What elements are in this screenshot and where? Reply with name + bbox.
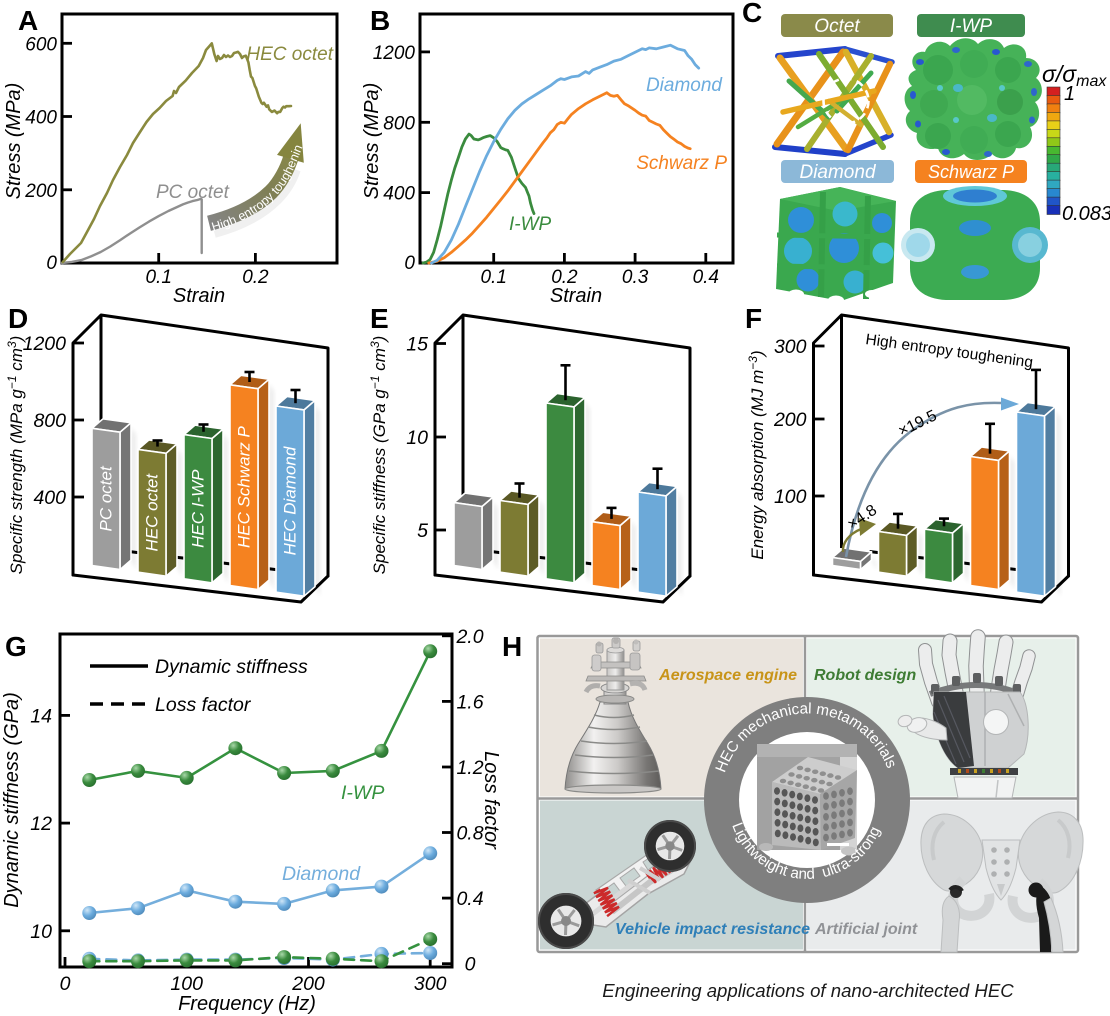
svg-text:400: 400 bbox=[33, 487, 66, 509]
svg-text:HEC octet: HEC octet bbox=[246, 44, 333, 65]
svg-text:0: 0 bbox=[60, 973, 71, 995]
svg-text:0.1: 0.1 bbox=[145, 267, 171, 288]
svg-text:1200: 1200 bbox=[23, 333, 67, 355]
svg-text:200: 200 bbox=[773, 409, 807, 431]
svg-text:PC octet: PC octet bbox=[97, 465, 116, 531]
svg-text:E: E bbox=[370, 303, 389, 334]
svg-text:300: 300 bbox=[414, 973, 447, 995]
svg-text:Strain: Strain bbox=[173, 285, 225, 307]
svg-text:A: A bbox=[18, 5, 38, 36]
svg-text:0.2: 0.2 bbox=[551, 267, 578, 288]
svg-text:1: 1 bbox=[1064, 83, 1075, 105]
svg-text:200: 200 bbox=[24, 181, 57, 202]
svg-text:F: F bbox=[745, 303, 762, 334]
svg-text:400: 400 bbox=[383, 184, 415, 205]
svg-text:Stress (MPa): Stress (MPa) bbox=[3, 83, 25, 200]
svg-text:0.4: 0.4 bbox=[693, 267, 719, 288]
svg-text:Diamond: Diamond bbox=[646, 75, 723, 96]
svg-text:Schwarz P: Schwarz P bbox=[636, 153, 727, 174]
svg-text:H: H bbox=[502, 631, 522, 662]
svg-text:800: 800 bbox=[383, 113, 415, 134]
svg-text:800: 800 bbox=[33, 410, 66, 432]
svg-text:B: B bbox=[370, 5, 390, 36]
svg-text:0: 0 bbox=[404, 253, 415, 274]
svg-text:10: 10 bbox=[30, 921, 52, 943]
svg-text:Aerospace engine: Aerospace engine bbox=[658, 667, 797, 684]
svg-text:Artificial joint: Artificial joint bbox=[814, 921, 918, 938]
svg-text:600: 600 bbox=[25, 34, 57, 55]
svg-text:1.6: 1.6 bbox=[456, 691, 483, 713]
svg-text:HEC octet: HEC octet bbox=[143, 473, 162, 552]
svg-text:12: 12 bbox=[30, 813, 52, 835]
svg-text:100: 100 bbox=[774, 486, 807, 508]
svg-text:HEC Schwarz P: HEC Schwarz P bbox=[235, 426, 254, 549]
svg-text:Loss factor: Loss factor bbox=[480, 751, 502, 850]
svg-text:Engineering applications of na: Engineering applications of nano-archite… bbox=[602, 980, 1014, 1001]
svg-text:5: 5 bbox=[417, 520, 428, 542]
svg-text:Dynamic stiffness (GPa): Dynamic stiffness (GPa) bbox=[1, 692, 23, 908]
svg-text:G: G bbox=[5, 631, 27, 662]
svg-text:Strain: Strain bbox=[550, 285, 602, 307]
svg-text:Diamond: Diamond bbox=[282, 863, 361, 885]
svg-text:0.8: 0.8 bbox=[456, 823, 483, 845]
svg-text:C: C bbox=[742, 0, 762, 28]
svg-text:I-WP: I-WP bbox=[509, 214, 552, 235]
svg-text:1200: 1200 bbox=[373, 43, 416, 64]
svg-text:I-WP: I-WP bbox=[950, 16, 993, 37]
svg-text:Stress (MPa): Stress (MPa) bbox=[361, 83, 383, 200]
svg-text:PC octet: PC octet bbox=[156, 182, 230, 203]
svg-text:1.2: 1.2 bbox=[456, 757, 483, 779]
svg-text:2.0: 2.0 bbox=[455, 626, 483, 648]
svg-text:0.4: 0.4 bbox=[456, 888, 483, 910]
svg-text:0.083: 0.083 bbox=[1062, 203, 1110, 225]
svg-text:Diamond: Diamond bbox=[799, 162, 876, 183]
svg-text:0.3: 0.3 bbox=[622, 267, 649, 288]
svg-text:0.1: 0.1 bbox=[480, 267, 506, 288]
svg-text:15: 15 bbox=[406, 334, 428, 356]
svg-text:200: 200 bbox=[291, 973, 325, 995]
svg-text:Vehicle impact resistance: Vehicle impact resistance bbox=[615, 921, 810, 938]
svg-text:HEC Diamond: HEC Diamond bbox=[281, 446, 300, 555]
svg-text:0: 0 bbox=[46, 253, 57, 274]
svg-text:0: 0 bbox=[465, 954, 476, 976]
svg-text:D: D bbox=[8, 303, 28, 334]
svg-text:300: 300 bbox=[774, 336, 807, 358]
svg-text:HEC I-WP: HEC I-WP bbox=[189, 469, 208, 548]
svg-text:Schwarz P: Schwarz P bbox=[928, 162, 1014, 182]
svg-text:0.2: 0.2 bbox=[242, 267, 269, 288]
svg-text:Frequency (Hz): Frequency (Hz) bbox=[178, 993, 316, 1015]
svg-text:Specific strength (MPa g−1 cm3: Specific strength (MPa g−1 cm3) bbox=[5, 336, 26, 575]
svg-text:Loss factor: Loss factor bbox=[155, 694, 252, 716]
svg-text:14: 14 bbox=[30, 705, 52, 727]
svg-text:I-WP: I-WP bbox=[341, 782, 384, 804]
svg-text:10: 10 bbox=[406, 427, 428, 449]
svg-text:400: 400 bbox=[25, 108, 57, 129]
svg-text:Dynamic stiffness: Dynamic stiffness bbox=[155, 656, 308, 678]
svg-text:Robot design: Robot design bbox=[814, 667, 916, 684]
svg-text:Specific stiffness (GPa g−1 cm: Specific stiffness (GPa g−1 cm3) bbox=[368, 336, 389, 575]
svg-text:100: 100 bbox=[170, 973, 203, 995]
svg-text:Octet: Octet bbox=[814, 16, 860, 37]
svg-text:Energy absorption (MJ m−3): Energy absorption (MJ m−3) bbox=[746, 350, 767, 559]
